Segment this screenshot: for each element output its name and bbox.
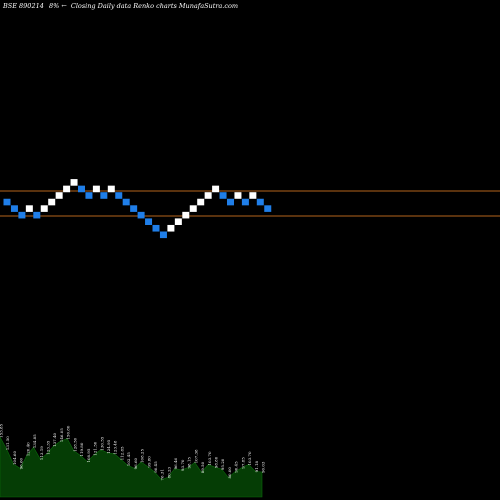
volume-label: 91.18 bbox=[254, 460, 259, 472]
renko-brick-up bbox=[234, 192, 242, 199]
renko-brick-down bbox=[78, 185, 85, 193]
renko-brick-up bbox=[212, 185, 220, 193]
volume-label: 108.25 bbox=[140, 449, 145, 463]
title-code: BSE 890214 bbox=[2, 2, 44, 10]
volume-label: 96.46 bbox=[173, 457, 178, 469]
volume-label: 98.15 bbox=[187, 457, 192, 469]
volume-label: 96.60 bbox=[133, 457, 138, 469]
renko-brick-down bbox=[256, 198, 264, 206]
renko-brick-down bbox=[33, 211, 41, 219]
volume-label: 80.00 bbox=[227, 467, 232, 479]
volume-label: 90.45 bbox=[234, 461, 239, 473]
renko-brick-down bbox=[227, 198, 234, 206]
volume-silhouette bbox=[0, 436, 263, 498]
renko-brick-up bbox=[204, 192, 212, 199]
volume-label: 80.23 bbox=[166, 466, 171, 478]
renko-brick-down bbox=[159, 231, 167, 239]
renko-brick-down bbox=[130, 205, 138, 212]
renko-brick-up bbox=[189, 205, 197, 212]
volume-label: 95.20 bbox=[220, 458, 225, 470]
volume-label: 137.40 bbox=[52, 432, 57, 446]
volume-label: 124.95 bbox=[106, 439, 111, 453]
volume-label: 146.05 bbox=[59, 428, 64, 442]
renko-brick-up bbox=[107, 185, 115, 193]
title-arrow: ← bbox=[61, 2, 67, 10]
renko-brick-down bbox=[219, 192, 227, 199]
renko-brick-up bbox=[63, 185, 71, 193]
renko-brick-up bbox=[197, 198, 205, 206]
volume-label: 108.95 bbox=[86, 448, 91, 462]
renko-brick-up bbox=[167, 224, 175, 232]
volume-label: 119.80 bbox=[79, 442, 84, 456]
renko-brick-up bbox=[174, 218, 182, 225]
volume-label: 104.60 bbox=[12, 451, 17, 465]
renko-brick-down bbox=[264, 205, 272, 212]
renko-brick-up bbox=[249, 192, 257, 199]
renko-brick-down bbox=[100, 192, 108, 199]
volume-label: 103.70 bbox=[247, 451, 252, 465]
volume-label: 150.80 bbox=[66, 425, 71, 439]
renko-brick-up bbox=[25, 205, 33, 212]
volume-label: 76.31 bbox=[160, 469, 165, 480]
volume-label: 131.50 bbox=[5, 436, 10, 450]
volume-label: 121.50 bbox=[93, 441, 98, 455]
volume-label: 128.50 bbox=[72, 437, 77, 451]
volume-label: 120.40 bbox=[25, 442, 30, 456]
renko-brick-up bbox=[182, 211, 190, 219]
renko-brick-down bbox=[241, 198, 249, 206]
renko-brick-down bbox=[152, 224, 160, 232]
volume-label: 93.70 bbox=[180, 459, 185, 471]
renko-brick-up bbox=[48, 198, 56, 206]
renko-brick-down bbox=[145, 218, 153, 225]
volume-label: 96.60 bbox=[19, 457, 24, 469]
renko-brick-down bbox=[115, 192, 123, 199]
renko-brick-down bbox=[85, 192, 93, 199]
volume-label: 134.85 bbox=[32, 434, 37, 448]
volume-label: 103.70 bbox=[207, 451, 212, 465]
volume-label: 123.35 bbox=[46, 440, 51, 454]
volume-label: 130.55 bbox=[99, 436, 104, 450]
volume-label: 89.50 bbox=[200, 461, 205, 473]
volume-label: 97.85 bbox=[240, 457, 245, 469]
chart-title: BSE 890214 8% ← Closing Daily data Renko… bbox=[2, 2, 238, 10]
volume-label: 113.19 bbox=[39, 446, 44, 460]
renko-brick-down bbox=[18, 211, 26, 219]
renko-brick-up bbox=[70, 179, 78, 186]
volume-label: 123.48 bbox=[113, 440, 118, 454]
volume-label: 98.80 bbox=[214, 456, 219, 468]
volume-label: 90.03 bbox=[261, 461, 266, 473]
renko-brick-up bbox=[92, 185, 100, 193]
volume-label: 99.80 bbox=[146, 456, 151, 468]
volume-label: 102.45 bbox=[126, 452, 131, 466]
renko-brick-down bbox=[122, 198, 130, 206]
renko-brick-down bbox=[3, 198, 11, 206]
volume-label: 153.85 bbox=[0, 423, 4, 437]
title-change: 8% bbox=[49, 2, 59, 10]
renko-brick-up bbox=[40, 205, 48, 212]
volume-label: 112.85 bbox=[119, 446, 124, 460]
volume-label: 107.38 bbox=[193, 449, 198, 463]
renko-bricks bbox=[3, 179, 272, 239]
renko-brick-up bbox=[55, 192, 63, 199]
volume-label: 90.45 bbox=[153, 461, 158, 473]
title-description: Closing Daily data Renko charts MunafaSu… bbox=[71, 2, 238, 10]
renko-brick-down bbox=[137, 211, 145, 219]
renko-brick-down bbox=[10, 205, 18, 212]
